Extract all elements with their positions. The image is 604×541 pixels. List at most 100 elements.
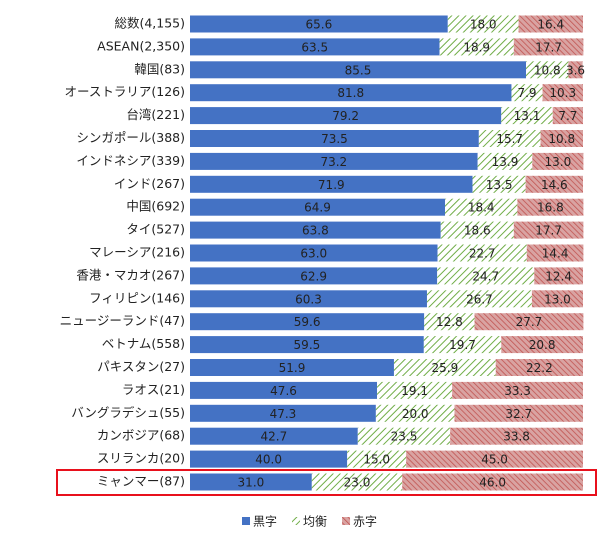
bar-segment [190,267,438,285]
value-label: 73.5 [321,132,348,146]
y-tick-label: パキスタン(27) [97,359,185,374]
value-label: 40.0 [255,453,282,467]
bar-segment [190,152,478,170]
highlight-box [56,469,597,496]
bar-segment [495,359,583,376]
value-label: 19.7 [449,338,476,352]
value-label: 42.7 [261,430,288,444]
y-tick-label: ベトナム(558) [102,336,185,351]
bar-segment [534,267,583,285]
bar-segment [190,336,424,354]
bar-segment [513,38,584,56]
value-label: 27.7 [516,315,543,329]
bar-segment [526,244,584,262]
value-label: 10.8 [534,63,561,77]
value-label: 15.7 [496,132,523,146]
value-label: 18.0 [470,18,497,32]
y-tick-label: 台湾(221) [126,107,185,122]
value-label: 47.6 [270,384,297,398]
bar-segment [568,61,583,79]
value-label: 12.8 [436,315,463,329]
bar-segment [447,15,519,33]
bar-segment [190,427,358,445]
bar-segment [452,381,583,399]
bar-segment [375,404,455,422]
legend-swatch [342,517,351,525]
bar-segment [190,221,441,239]
value-label: 18.4 [468,201,495,215]
y-tick-label: フィリピン(146) [89,290,185,305]
y-tick-label: インド(267) [114,176,185,191]
bar-segment [542,84,583,102]
legend-label: 赤字 [353,514,377,529]
value-label: 13.1 [514,109,541,123]
y-tick-label: バングラデシュ(55) [71,405,185,420]
value-label: 16.8 [537,201,564,215]
value-label: 14.4 [542,247,569,261]
value-label: 13.0 [544,292,571,306]
y-tick-label: 中国(692) [126,199,185,214]
value-label: 13.5 [486,178,513,192]
value-label: 46.0 [479,476,506,490]
value-label: 14.6 [541,178,568,192]
legend-swatch [242,517,250,525]
bar-segment [190,84,512,102]
bar-segment [552,107,583,125]
bar-segment [501,336,583,354]
bar-segment [526,61,569,79]
bar-segment [402,473,583,491]
value-label: 33.8 [503,430,530,444]
value-label: 10.3 [549,86,576,100]
bar-segment [437,244,527,262]
bar-segment [357,427,451,445]
bar-segment [501,107,553,125]
bar-segment [423,336,502,354]
bar-segment [513,221,584,239]
bar-segment [190,313,425,331]
y-tick-label: タイ(527) [126,222,185,237]
y-tick-label: 香港・マカオ(267) [76,267,185,282]
bar-segment [472,175,526,193]
y-tick-label: シンガポール(388) [76,130,185,145]
value-label: 3.6 [566,63,585,77]
y-tick-label: マレーシア(216) [89,245,185,260]
value-label: 17.7 [535,224,562,238]
bar-segment [190,450,348,468]
value-label: 63.0 [300,247,327,261]
value-label: 51.9 [279,361,306,375]
bar-segment [190,381,378,399]
bar-segment [190,175,473,193]
bar-segment [518,15,583,33]
bar-segment [190,404,376,422]
bar-segment [531,290,583,308]
value-label: 18.6 [464,224,491,238]
value-label: 20.8 [529,338,556,352]
value-label: 23.5 [391,430,418,444]
bar-segment [445,198,518,216]
bar-segment [454,404,583,422]
bar-segment [511,84,543,102]
value-label: 26.7 [466,292,493,306]
y-tick-label: ラオス(21) [122,382,185,397]
bar-segment [377,381,453,399]
value-label: 7.7 [558,109,577,123]
value-label: 32.7 [505,407,532,421]
value-label: 33.3 [504,384,531,398]
value-label: 64.9 [304,201,331,215]
bar-segment [477,152,533,170]
bar-segment [439,38,514,56]
value-label: 24.7 [472,269,499,283]
value-label: 65.6 [306,18,333,32]
bar-segment [450,427,583,445]
value-label: 22.7 [469,247,496,261]
y-tick-label: インドネシア(339) [76,153,185,168]
bar-segment [311,473,403,491]
value-label: 18.9 [463,40,490,54]
bar-segment [190,15,448,33]
value-label: 15.0 [363,453,390,467]
y-tick-label: 韓国(83) [134,61,185,76]
y-tick-label: ミャンマー(87) [97,474,185,489]
value-label: 79.2 [332,109,359,123]
bar-segment [474,313,584,331]
